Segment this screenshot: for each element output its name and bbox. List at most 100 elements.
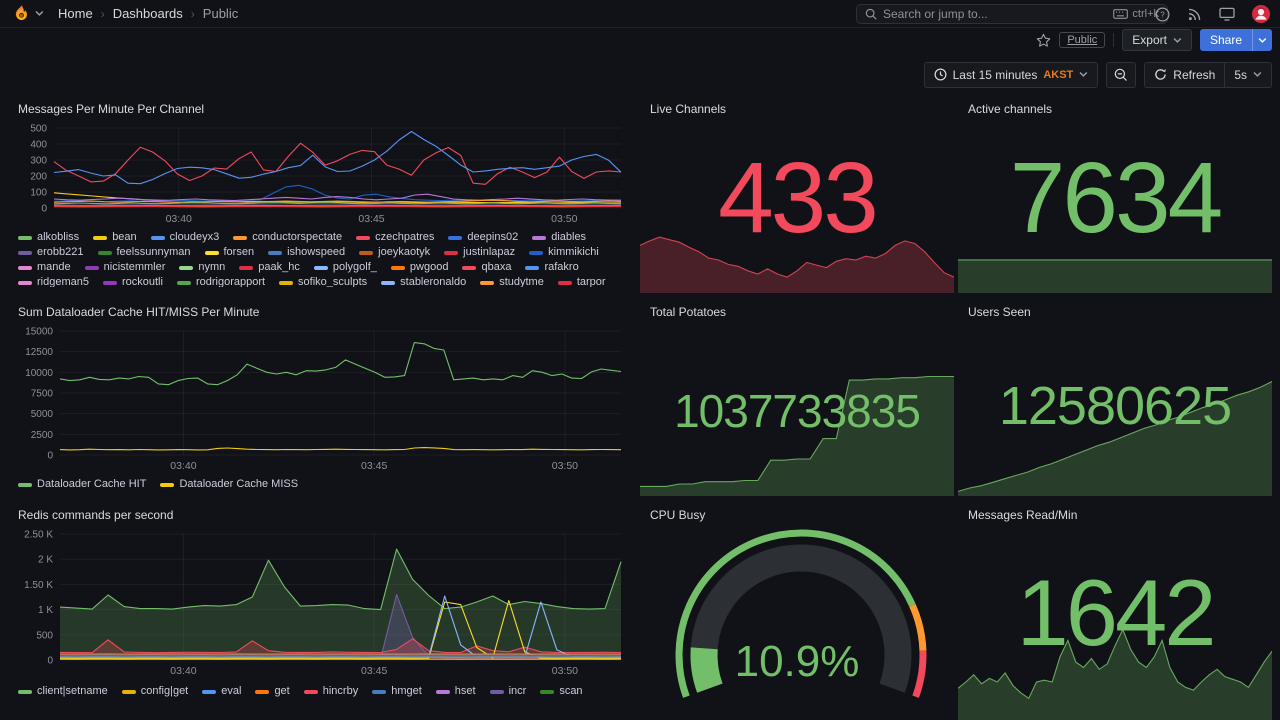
legend-item[interactable]: set (18, 699, 52, 700)
org-switcher-caret-icon (35, 11, 44, 16)
panel-title[interactable]: Total Potatoes (650, 305, 727, 319)
legend-item[interactable]: justinlapaz (444, 245, 515, 260)
legend-item[interactable]: bean (93, 230, 137, 245)
legend-item[interactable]: ridgeman5 (18, 275, 89, 287)
panel-cpu-busy: CPU Busy 10.9% (640, 502, 954, 720)
search-box[interactable]: ctrl+k (856, 4, 1168, 24)
legend-item[interactable]: Dataloader Cache HIT (18, 477, 146, 492)
panel-live-channels: Live Channels 433 (640, 96, 954, 293)
legend-item[interactable]: studytme (480, 275, 544, 287)
panel-title[interactable]: CPU Busy (650, 508, 706, 522)
legend-swatch (268, 250, 283, 255)
legend-item[interactable]: cloudeyx3 (150, 230, 219, 245)
legend-item[interactable]: get (255, 684, 290, 699)
legend-item[interactable]: conductorspectate (233, 230, 342, 245)
legend-item[interactable]: rodrigorapport (176, 275, 265, 287)
legend-item[interactable]: rockoutli (102, 275, 163, 287)
legend-label: ttl (85, 699, 94, 700)
legend-item[interactable]: ishowspeed (268, 245, 345, 260)
public-visibility-tag[interactable]: Public (1059, 32, 1106, 48)
legend-swatch (390, 265, 405, 270)
legend-item[interactable]: feelssunnyman (97, 245, 191, 260)
legend-item[interactable]: pwgood (390, 260, 448, 275)
panel-title[interactable]: Users Seen (968, 305, 1031, 319)
legend-item[interactable]: hmget (372, 684, 422, 699)
legend-item[interactable]: forsen (204, 245, 254, 260)
share-button[interactable]: Share (1199, 29, 1272, 51)
legend-item[interactable]: tarpor (557, 275, 606, 287)
chevron-down-icon (1258, 37, 1267, 43)
breadcrumb-home[interactable]: Home (58, 6, 93, 21)
legend-item[interactable]: paak_hc (239, 260, 300, 275)
legend-label: qbaxa (481, 261, 512, 273)
legend-item[interactable]: sofiko_sculpts (279, 275, 367, 287)
legend-item[interactable]: scan (540, 684, 583, 699)
search-input[interactable] (883, 7, 1108, 21)
legend-item[interactable]: nymn (179, 260, 225, 275)
panel-title[interactable]: Active channels (968, 102, 1053, 116)
total-potatoes-value: 1037733835 (674, 384, 921, 437)
legend-label: client|setname (37, 685, 108, 697)
legend-label: kimmikichi (548, 246, 599, 258)
panel-title[interactable]: Live Channels (650, 102, 727, 116)
panel-title[interactable]: Messages Read/Min (968, 508, 1078, 522)
svg-text:03:45: 03:45 (358, 213, 384, 225)
legend-item[interactable]: Dataloader Cache MISS (160, 477, 298, 492)
breadcrumb-dashboards[interactable]: Dashboards (112, 6, 183, 21)
grafana-logo-button[interactable] (12, 4, 44, 23)
legend-label: justinlapaz (463, 246, 516, 258)
help-button[interactable]: ? (1155, 7, 1170, 22)
legend-item[interactable]: eval (202, 684, 241, 699)
legend-item[interactable]: hset (435, 684, 476, 699)
legend-item[interactable]: hincrby (303, 684, 358, 699)
legend-label: hmget (391, 685, 422, 697)
legend-item[interactable]: diables (532, 230, 586, 245)
news-button[interactable] (1187, 7, 1202, 22)
export-button[interactable]: Export (1122, 29, 1192, 51)
legend-swatch (279, 280, 294, 285)
legend-item[interactable]: config|get (121, 684, 188, 699)
svg-text:200: 200 (30, 172, 47, 183)
legend-item[interactable]: deepins02 (448, 230, 518, 245)
legend-label: erobb221 (37, 246, 84, 258)
refresh-button[interactable]: Refresh (1145, 63, 1224, 87)
chevron-down-icon (1173, 37, 1182, 43)
legend-item[interactable]: czechpatres (356, 230, 434, 245)
dataloader-legend: Dataloader Cache HIT Dataloader Cache MIS… (18, 477, 629, 493)
favorite-star-button[interactable] (1036, 33, 1051, 48)
panel-title[interactable]: Messages Per Minute Per Channel (18, 102, 205, 116)
legend-item[interactable]: alkobliss (18, 230, 79, 245)
legend-item[interactable]: rafakro (525, 260, 579, 275)
display-button[interactable] (1219, 7, 1235, 21)
legend-swatch (480, 280, 495, 285)
refresh-interval-picker[interactable]: 5s (1224, 62, 1271, 87)
time-range-picker[interactable]: Last 15 minutes AKST (923, 61, 1099, 88)
legend-item[interactable]: client|setname (18, 684, 108, 699)
legend-item[interactable]: joeykaotyk (359, 245, 430, 260)
legend-label: sofiko_sculpts (298, 276, 368, 287)
keyboard-icon (1113, 9, 1129, 19)
legend-label: polygolf_ (332, 261, 377, 273)
legend-item[interactable]: ttl (66, 699, 94, 700)
legend-swatch (18, 689, 32, 694)
panel-dataloader-cache: Sum Dataloader Cache HIT/MISS Per Minute… (8, 299, 635, 496)
refresh-label: Refresh (1173, 67, 1216, 82)
legend-item[interactable]: erobb221 (18, 245, 84, 260)
panel-redis-commands: Redis commands per second 0 500 1 K 1.50 K 2… (8, 502, 635, 720)
panel-title[interactable]: Redis commands per second (18, 508, 174, 522)
legend-item[interactable]: mande (18, 260, 71, 275)
legend-item[interactable]: qbaxa (462, 260, 511, 275)
legend-item[interactable]: kimmikichi (529, 245, 599, 260)
legend-item[interactable]: polygolf_ (313, 260, 377, 275)
redis-time-series-chart: 0 500 1 K 1.50 K 2 K 2.50 K 03:40 03:45 03:50 (16, 528, 627, 678)
legend-label: conductorspectate (252, 231, 343, 243)
breadcrumb-current-page[interactable]: Public (202, 6, 239, 21)
share-menu-caret[interactable] (1252, 29, 1272, 51)
zoom-out-time-button[interactable] (1106, 61, 1137, 88)
legend-item[interactable]: incr (489, 684, 526, 699)
legend-item[interactable]: nicistemmler (84, 260, 165, 275)
legend-item[interactable]: stableronaldo (381, 275, 466, 287)
user-avatar[interactable] (1252, 5, 1270, 23)
panel-title[interactable]: Sum Dataloader Cache HIT/MISS Per Minute (18, 305, 260, 319)
legend-label: Dataloader Cache HIT (37, 478, 147, 490)
